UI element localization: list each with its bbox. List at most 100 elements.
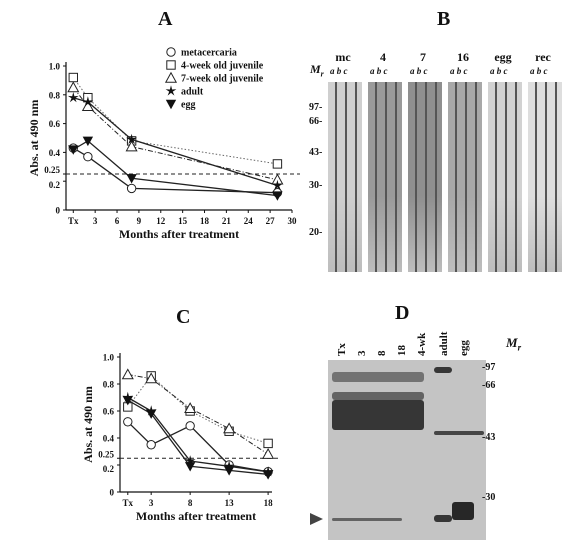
chart-a: 0 0.2 0.25 0.4 0.6 0.8 1.0 Tx 3 6 9 12 15 18 21 24 27 30 M… — [27, 47, 300, 241]
series-7-week-old-juvenile — [67, 81, 284, 185]
data-point — [272, 191, 283, 201]
legend-marker — [166, 47, 176, 57]
gel-mr-label: Mr — [506, 335, 522, 353]
legend-marker — [166, 60, 176, 70]
gel-lane-label: adult — [438, 331, 450, 356]
legend-marker — [165, 85, 177, 96]
y-axis-label: Abs. at 490 nm — [27, 100, 41, 177]
x-axis-label: Months after treatment — [136, 509, 256, 523]
x-tick-label: 24 — [244, 216, 254, 226]
legend-label: egg — [181, 100, 195, 111]
x-axis-label: Months after treatment — [119, 227, 239, 241]
data-point — [223, 460, 235, 471]
data-point — [145, 372, 158, 384]
data-point — [122, 396, 133, 406]
gel-lane-label: Tx — [336, 343, 348, 356]
blot-group-label: 16 — [457, 50, 469, 64]
data-point — [223, 466, 235, 476]
data-point — [184, 402, 197, 413]
x-tick-label: 3 — [149, 498, 154, 508]
blot-group-label: mc — [335, 50, 351, 64]
gel-lane-label: 4-wk — [416, 332, 428, 356]
legend: metacercaria 4-week old juvenile 7-week ol… — [164, 47, 264, 111]
data-point — [263, 438, 273, 449]
legend-label: 4-week old juvenile — [181, 61, 264, 72]
legend-label: 7-week old juvenile — [181, 74, 264, 85]
gel-band — [332, 518, 402, 521]
series-line — [73, 97, 278, 187]
data-point — [184, 462, 196, 472]
panel-letter-b: B — [437, 8, 451, 30]
y-tick-label: 0.8 — [49, 90, 61, 100]
y-tick-label: 0.6 — [103, 407, 115, 417]
gel-band — [332, 392, 424, 400]
blot-strip — [488, 82, 522, 272]
blot-group-label: rec — [535, 50, 551, 64]
data-point — [272, 159, 283, 169]
series-line — [127, 396, 269, 473]
gel-mw-marker: -97 — [482, 362, 496, 373]
x-tick-label: 12 — [156, 216, 166, 226]
blot-lane-letters: a b c — [370, 66, 388, 76]
x-tick-label: 30 — [288, 216, 298, 226]
blot-mw-marker: 20- — [309, 227, 323, 238]
x-tick-label: 15 — [178, 216, 188, 226]
x-tick-label: 18 — [264, 498, 274, 508]
series-line — [72, 147, 278, 194]
blot-lane-letters: a b c — [530, 66, 548, 76]
data-point — [82, 96, 94, 107]
blot-mw-marker: 30- — [309, 180, 323, 191]
blot-strip — [408, 82, 442, 272]
y-tick-label: 0 — [56, 206, 61, 216]
x-tick-label: 27 — [266, 216, 276, 226]
legend-label: metacercaria — [181, 48, 237, 59]
y-tick-label: 0.25 — [44, 165, 60, 175]
x-tick-label: Tx — [68, 216, 79, 226]
legend-marker — [165, 99, 177, 110]
data-point — [262, 447, 275, 459]
y-tick-label: 0.2 — [49, 180, 61, 190]
blot-mw-marker: 97- — [309, 102, 323, 113]
data-point — [67, 92, 79, 103]
data-point — [82, 136, 94, 147]
x-tick-label: 18 — [200, 216, 210, 226]
data-point — [146, 440, 156, 450]
x-tick-label: 6 — [115, 216, 120, 226]
gel-lane-label: 18 — [396, 345, 408, 356]
blot-mw-marker: 66- — [309, 116, 323, 127]
gel-band — [452, 502, 474, 520]
chart-c: 0 0.2 0.25 0.4 0.6 0.8 1.0 Tx 3 8 13 18 Months after… — [81, 353, 280, 523]
y-tick-label: 0.2 — [103, 464, 115, 474]
data-point — [121, 368, 134, 380]
panel-letter-a: A — [158, 8, 173, 30]
data-point — [126, 133, 137, 145]
x-tick-label: Tx — [123, 498, 134, 508]
blot-group-label: egg — [494, 50, 512, 64]
data-point — [126, 174, 137, 184]
x-tick-label: 3 — [93, 216, 98, 226]
data-point — [123, 417, 133, 427]
blot-group-label: 4 — [380, 50, 386, 64]
series-line — [72, 140, 278, 197]
data-point — [126, 183, 137, 194]
gel-band — [332, 372, 424, 382]
blot-group-label: 7 — [420, 50, 426, 64]
series-7-week-old-juvenile — [121, 368, 275, 459]
y-tick-label: 0.6 — [49, 119, 61, 129]
x-tick-label: 13 — [225, 498, 235, 508]
series-line — [72, 87, 278, 181]
blot-lane-letters: a b c — [490, 66, 508, 76]
data-point — [68, 145, 79, 155]
immunoblot-panel: Mr mc a b c 4 a b c 7 a b c 16 a b c egg a b c rec… — [305, 50, 573, 280]
blot-lane-letters: a b c — [330, 66, 348, 76]
data-point — [67, 81, 80, 93]
blot-mw-marker: 43- — [309, 147, 323, 158]
blot-strip — [368, 82, 402, 272]
series-egg — [122, 396, 274, 480]
data-point — [272, 179, 283, 191]
legend-marker — [164, 71, 178, 83]
y-axis-label: Abs. at 490 nm — [81, 386, 95, 463]
data-point — [83, 152, 93, 162]
y-tick-label: 1.0 — [103, 353, 115, 363]
blot-lane-letters: a b c — [410, 66, 428, 76]
